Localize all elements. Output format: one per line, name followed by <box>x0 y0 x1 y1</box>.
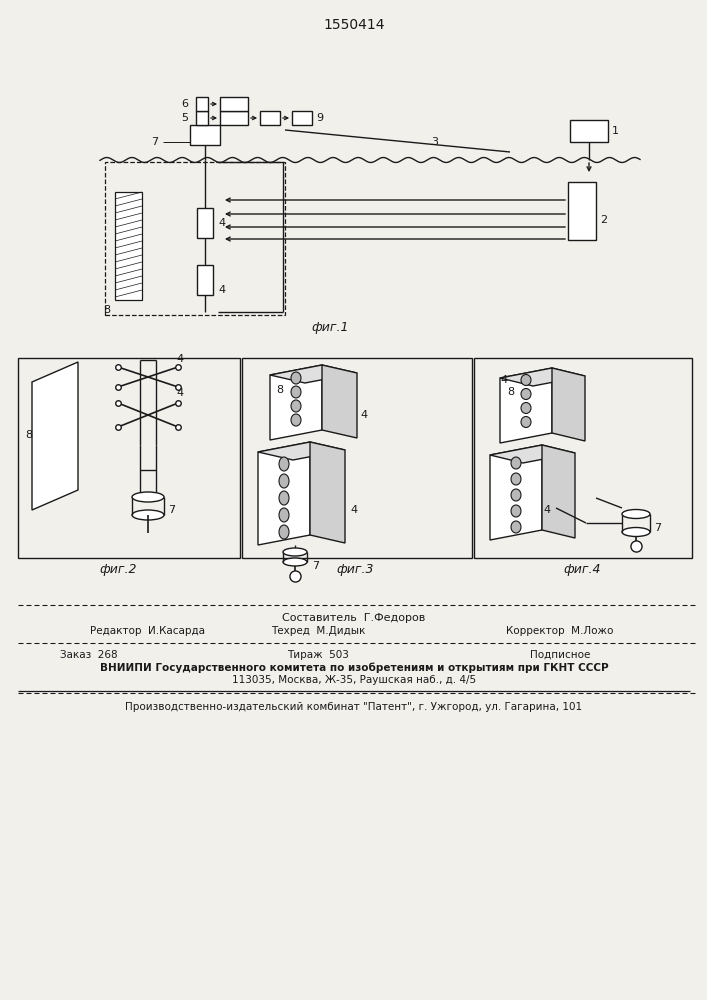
Bar <box>220 111 248 125</box>
Ellipse shape <box>511 489 521 501</box>
Text: фиг.3: фиг.3 <box>337 564 374 576</box>
Bar <box>115 192 142 300</box>
Text: 9: 9 <box>316 113 323 123</box>
Text: 6: 6 <box>181 99 188 109</box>
Ellipse shape <box>521 388 531 399</box>
Ellipse shape <box>622 528 650 536</box>
Ellipse shape <box>291 414 301 426</box>
Bar <box>190 125 220 145</box>
Text: 1: 1 <box>612 126 619 136</box>
Text: 4: 4 <box>176 354 183 364</box>
Polygon shape <box>490 445 542 540</box>
Bar <box>196 97 208 111</box>
Polygon shape <box>310 442 345 543</box>
Text: 8: 8 <box>25 430 32 440</box>
Text: ВНИИПИ Государственного комитета по изобретениям и открытиям при ГКНТ СССР: ВНИИПИ Государственного комитета по изоб… <box>100 663 608 673</box>
Text: 8: 8 <box>103 305 110 315</box>
Polygon shape <box>258 442 310 545</box>
Polygon shape <box>542 445 575 538</box>
Ellipse shape <box>291 372 301 384</box>
Ellipse shape <box>279 457 289 471</box>
Bar <box>292 111 312 125</box>
Polygon shape <box>500 368 585 386</box>
Text: 4: 4 <box>360 410 367 420</box>
Polygon shape <box>322 365 357 438</box>
Text: Подписное: Подписное <box>530 650 590 660</box>
Polygon shape <box>270 365 357 383</box>
Text: 7: 7 <box>654 523 661 533</box>
Text: 4: 4 <box>350 505 357 515</box>
Text: 4: 4 <box>218 285 225 295</box>
Ellipse shape <box>279 474 289 488</box>
Ellipse shape <box>511 505 521 517</box>
Ellipse shape <box>279 525 289 539</box>
Text: Заказ  268: Заказ 268 <box>60 650 117 660</box>
Text: 2: 2 <box>600 215 607 225</box>
Text: 8: 8 <box>276 385 283 395</box>
Bar <box>242 358 472 558</box>
Bar <box>196 111 208 125</box>
Bar <box>474 358 692 558</box>
Text: 1550414: 1550414 <box>323 18 385 32</box>
Text: 4: 4 <box>176 388 183 398</box>
Ellipse shape <box>279 508 289 522</box>
Text: 7: 7 <box>168 505 175 515</box>
Ellipse shape <box>511 521 521 533</box>
Ellipse shape <box>132 510 164 520</box>
Bar <box>197 208 213 238</box>
Text: 113035, Москва, Ж-35, Раушская наб., д. 4/5: 113035, Москва, Ж-35, Раушская наб., д. … <box>232 675 476 685</box>
Ellipse shape <box>521 416 531 428</box>
Ellipse shape <box>521 374 531 385</box>
Bar <box>105 162 285 315</box>
Text: 8: 8 <box>507 387 514 397</box>
Polygon shape <box>552 368 585 441</box>
Ellipse shape <box>291 386 301 398</box>
Bar <box>570 120 608 142</box>
Ellipse shape <box>521 402 531 414</box>
Text: фиг.2: фиг.2 <box>99 564 136 576</box>
Polygon shape <box>500 368 552 443</box>
Ellipse shape <box>622 510 650 518</box>
Text: Редактор  И.Касарда: Редактор И.Касарда <box>90 626 205 636</box>
Text: 7: 7 <box>151 137 158 147</box>
Text: 3: 3 <box>431 137 438 147</box>
Text: 7: 7 <box>312 561 319 571</box>
Ellipse shape <box>279 491 289 505</box>
Ellipse shape <box>511 473 521 485</box>
Text: Тираж  503: Тираж 503 <box>287 650 349 660</box>
Text: 5: 5 <box>181 113 188 123</box>
Text: Производственно-издательский комбинат "Патент", г. Ужгород, ул. Гагарина, 101: Производственно-издательский комбинат "П… <box>125 702 583 712</box>
Ellipse shape <box>283 548 307 556</box>
Polygon shape <box>490 445 575 463</box>
Polygon shape <box>258 442 345 460</box>
Polygon shape <box>270 365 322 440</box>
Text: Техред  М.Дидык: Техред М.Дидык <box>271 626 366 636</box>
Ellipse shape <box>132 492 164 502</box>
Bar <box>18 358 240 558</box>
Text: 4: 4 <box>500 375 507 385</box>
Bar <box>260 111 280 125</box>
Bar <box>568 182 596 240</box>
Bar <box>220 97 248 111</box>
Ellipse shape <box>291 400 301 412</box>
Ellipse shape <box>511 457 521 469</box>
Ellipse shape <box>283 558 307 566</box>
Text: фиг.1: фиг.1 <box>311 322 349 334</box>
Text: 4: 4 <box>543 505 550 515</box>
Polygon shape <box>32 362 78 510</box>
Text: Составитель  Г.Федоров: Составитель Г.Федоров <box>282 613 426 623</box>
Text: фиг.4: фиг.4 <box>563 564 601 576</box>
Text: 4: 4 <box>218 218 225 228</box>
Text: Корректор  М.Ложо: Корректор М.Ложо <box>506 626 614 636</box>
Bar <box>197 265 213 295</box>
